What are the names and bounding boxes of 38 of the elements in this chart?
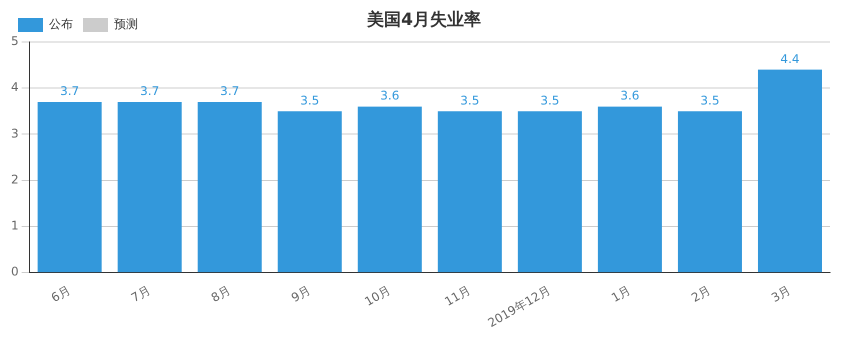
y-tick-label: 2 [10,172,19,186]
bar [598,106,662,272]
bar [38,102,102,272]
y-tick-label: 5 [10,34,19,48]
data-label: 3.7 [220,84,240,98]
bar [758,70,822,272]
x-tick-label: 7月 [128,283,153,305]
bar [678,111,742,272]
x-tick-label: 1月 [608,283,633,305]
data-label: 3.5 [700,93,720,108]
x-tick-label: 3月 [769,283,794,305]
data-label: 3.6 [380,88,400,103]
y-tick-label: 0 [10,264,19,279]
bar [118,102,182,272]
data-label: 3.7 [60,84,80,98]
bar [358,106,422,272]
chart-title: 美国4月失业率 [367,10,481,30]
data-label: 3.6 [620,88,640,103]
bar [278,111,342,272]
bar [438,111,502,272]
legend-label: 预测 [114,17,138,32]
y-tick-label: 4 [10,80,19,94]
bar [518,111,582,272]
y-tick-label: 1 [10,218,19,233]
x-tick-label: 9月 [288,283,313,305]
data-label: 4.4 [780,52,800,66]
data-label: 3.7 [140,84,160,98]
data-label: 3.5 [460,93,480,108]
x-tick-label: 6月 [48,283,73,305]
x-tick-label: 11月 [442,283,473,309]
bar [198,102,262,272]
x-tick-label: 8月 [208,283,233,305]
data-label: 3.5 [540,93,560,108]
x-tick-label: 10月 [362,283,393,309]
legend-label: 公布 [49,17,73,32]
x-tick-label: 2月 [689,283,714,305]
y-tick-label: 3 [10,126,19,140]
data-label: 3.5 [300,93,320,108]
